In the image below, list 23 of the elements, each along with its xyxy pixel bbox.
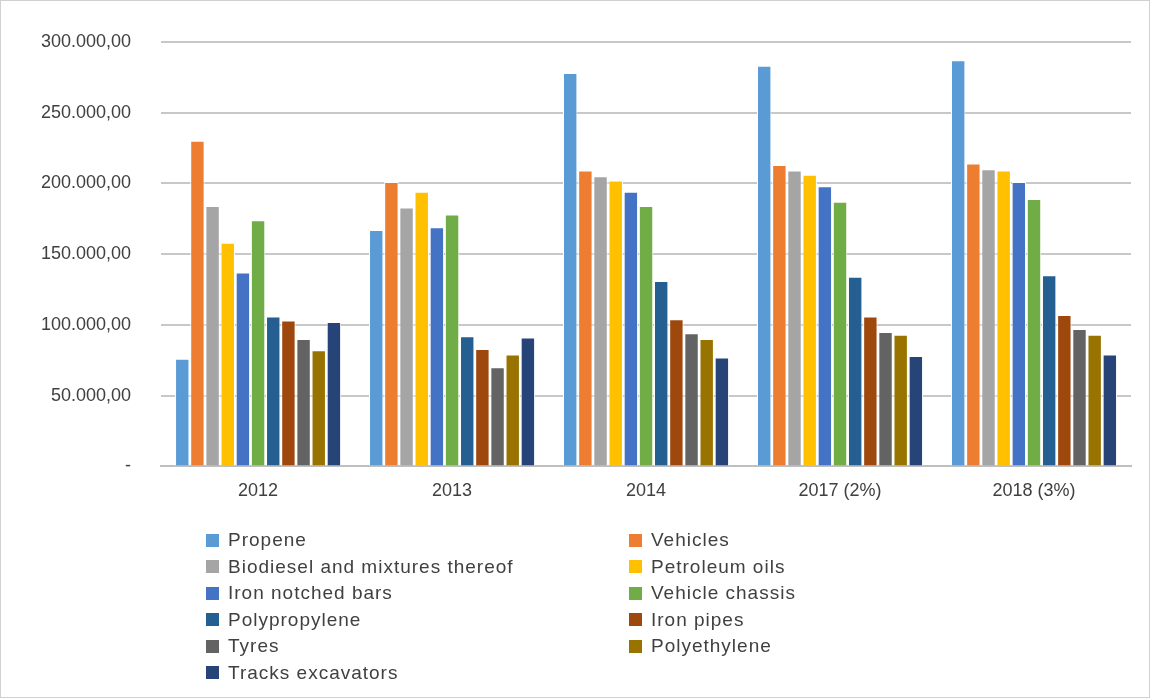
y-tick-label: 100.000,00 [40, 313, 132, 334]
x-tick-label: 2017 (2%) [798, 480, 882, 501]
legend-label: Biodiesel and mixtures thereof [227, 554, 515, 579]
y-tick-label: 250.000,00 [40, 101, 132, 122]
y-tick-label: 200.000,00 [40, 172, 132, 193]
legend-label: Petroleum oils [650, 554, 787, 579]
x-tick-label: 2014 [626, 480, 667, 501]
x-tick-label: 2012 [238, 480, 279, 501]
y-tick-label: 50.000,00 [51, 384, 132, 405]
legend-label: Tyres [227, 634, 281, 659]
x-tick-label: 2013 [432, 480, 473, 501]
legend-label: Iron pipes [650, 607, 746, 632]
legend-label: Iron notched bars [227, 581, 394, 606]
legend-label: Propene [227, 528, 308, 553]
x-tick-label: 2018 (3%) [992, 480, 1076, 501]
y-tick-label: 300.000,00 [40, 30, 132, 51]
legend-label: Vehicle chassis [650, 581, 797, 606]
y-tick-label: - [125, 455, 132, 476]
legend-label: Polypropylene [227, 607, 363, 632]
legend-label: Vehicles [650, 528, 731, 553]
legend-label: Polyethylene [650, 634, 773, 659]
legend-label: Tracks excavators [227, 660, 400, 685]
y-tick-label: 150.000,00 [40, 243, 132, 264]
